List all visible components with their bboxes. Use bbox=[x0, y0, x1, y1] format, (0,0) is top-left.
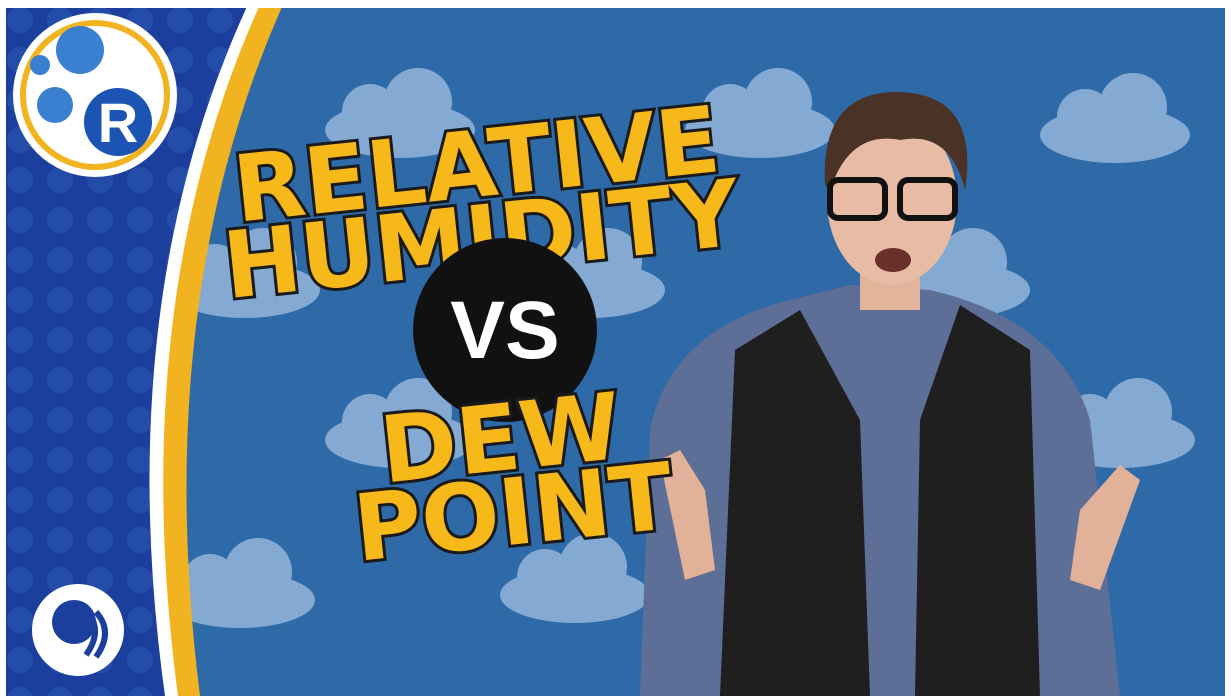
logo-letter: R bbox=[98, 91, 138, 154]
scene: R RELATIVE HUMIDITY VS DEW bbox=[0, 0, 1231, 696]
logo: R bbox=[13, 13, 177, 177]
thumbnail: R RELATIVE HUMIDITY VS DEW bbox=[0, 0, 1231, 696]
vs-text: VS bbox=[450, 285, 559, 376]
pbs-logo bbox=[32, 584, 124, 676]
